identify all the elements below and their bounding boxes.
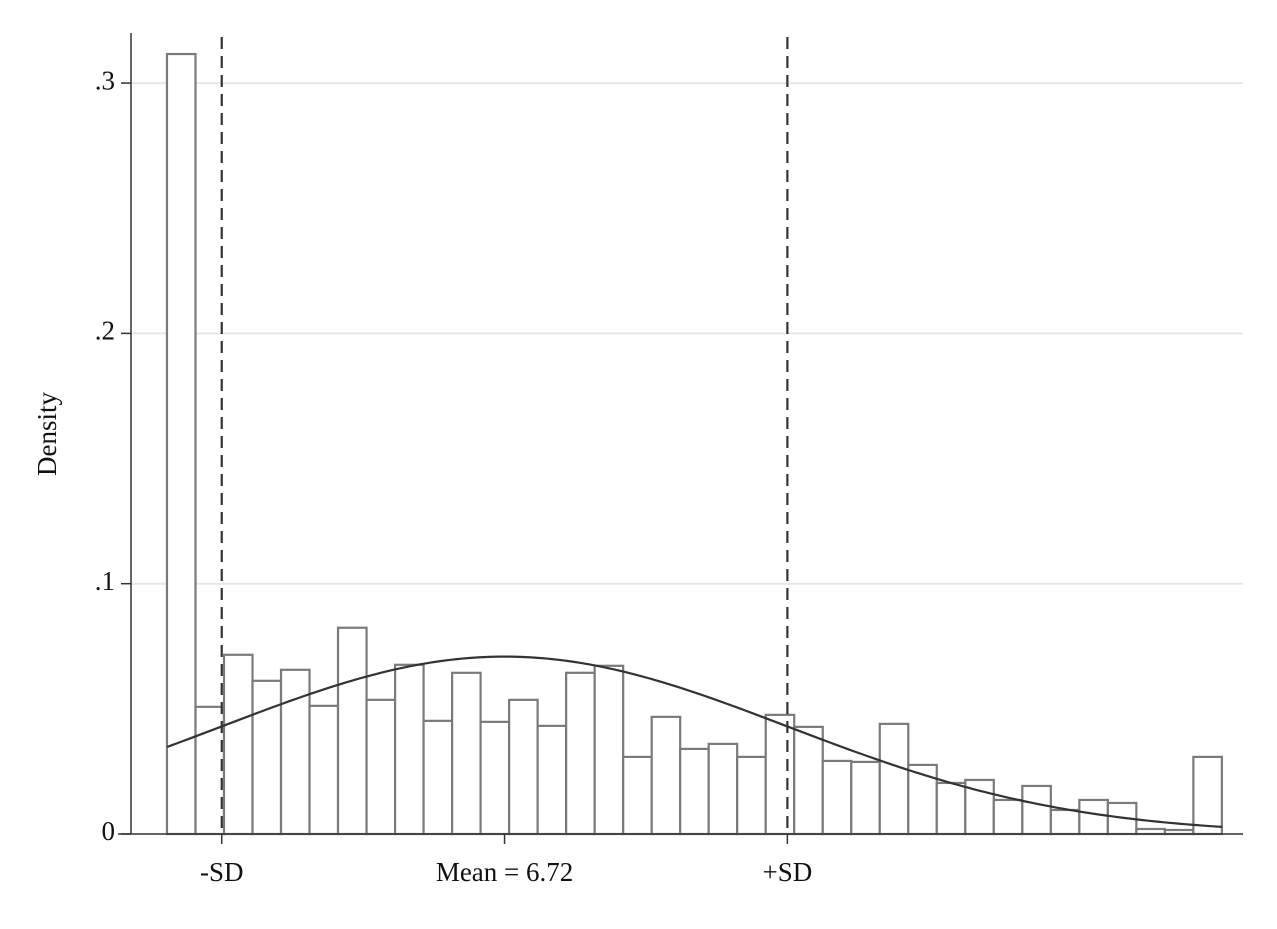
bar xyxy=(1049,808,1081,836)
y-tick-label: .2 xyxy=(95,316,115,346)
bar xyxy=(251,679,283,836)
bar xyxy=(393,663,425,836)
bar xyxy=(593,664,625,836)
bar xyxy=(308,704,340,836)
x-tick-label: Mean = 6.72 xyxy=(436,857,573,887)
bar xyxy=(821,759,853,836)
bar xyxy=(1192,755,1224,836)
bar xyxy=(451,671,482,836)
bar xyxy=(1135,827,1166,836)
bar xyxy=(479,720,511,836)
y-tick-label: 0 xyxy=(102,816,116,846)
x-tick-label: -SD xyxy=(200,857,244,887)
bar xyxy=(536,724,568,836)
bar xyxy=(1078,798,1109,836)
bar xyxy=(793,725,824,836)
x-tick-label: +SD xyxy=(762,857,812,887)
bar xyxy=(850,760,881,836)
bar xyxy=(1021,784,1052,836)
bar xyxy=(622,755,653,836)
bar xyxy=(508,698,539,836)
bar xyxy=(365,698,397,836)
bar xyxy=(650,715,682,836)
bar xyxy=(422,719,454,836)
bar xyxy=(679,747,710,836)
bar xyxy=(935,781,967,836)
bar xyxy=(165,52,197,836)
y-axis-label: Density xyxy=(32,392,62,476)
bar xyxy=(878,722,910,836)
y-tick-label: .3 xyxy=(95,65,115,95)
y-tick-label: .1 xyxy=(95,566,115,596)
bar xyxy=(279,668,311,836)
normal-curve xyxy=(166,655,1222,828)
bar xyxy=(336,626,368,836)
bar xyxy=(992,798,1024,836)
bar xyxy=(565,671,596,836)
bar xyxy=(222,653,254,836)
bar xyxy=(764,713,796,836)
bar xyxy=(194,705,226,836)
bar xyxy=(707,742,739,836)
bar xyxy=(736,755,767,836)
